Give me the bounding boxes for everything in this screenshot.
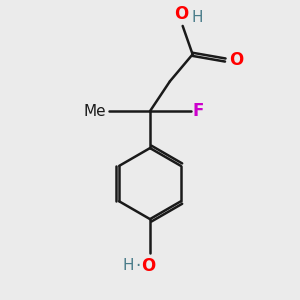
- Text: H: H: [123, 258, 134, 273]
- Text: Me: Me: [84, 104, 106, 119]
- Text: H: H: [192, 11, 203, 26]
- Text: O: O: [174, 4, 188, 22]
- Text: ·: ·: [135, 257, 140, 275]
- Text: O: O: [229, 51, 243, 69]
- Text: O: O: [142, 257, 156, 275]
- Text: F: F: [193, 102, 204, 120]
